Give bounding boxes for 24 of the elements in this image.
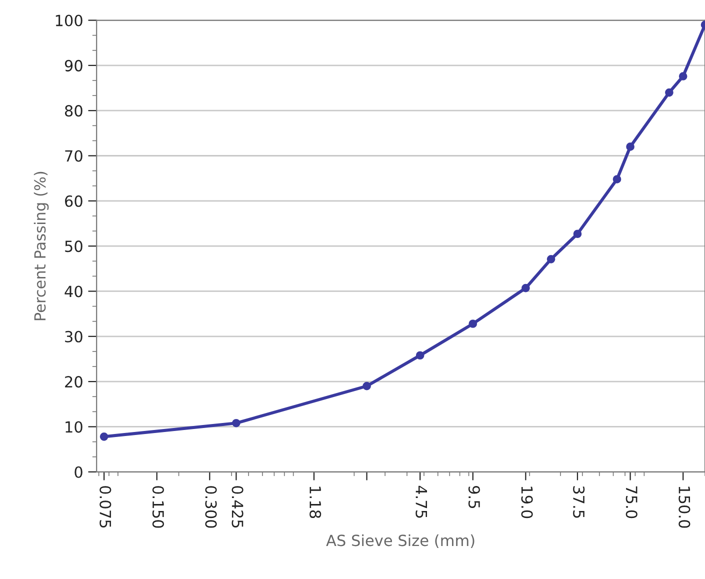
y-tick-label: 40 (64, 286, 82, 298)
x-tick-label: 0.425 (232, 486, 244, 528)
x-tick-label: 0.300 (205, 486, 217, 528)
y-tick-label: 60 (65, 195, 82, 207)
y-tick-label: 100 (56, 14, 82, 26)
x-axis-title: AS Sieve Size (mm) (326, 534, 474, 548)
x-tick-label: 75.0 (626, 486, 638, 518)
x-tick-label: 4.75 (416, 486, 427, 518)
y-tick-label: 80 (64, 105, 82, 117)
x-tick-label: 0.075 (100, 486, 112, 528)
x-tick-label: 37.5 (573, 486, 585, 518)
y-tick-label: 50 (65, 240, 82, 252)
x-tick-label: 19.0 (521, 486, 533, 518)
x-tick-label: 150.0 (678, 486, 690, 528)
y-axis-title: Percent Passing (%) (34, 172, 49, 320)
y-tick-label: 90 (64, 60, 82, 72)
y-tick-label: 30 (65, 330, 82, 342)
x-tick-label: 9.5 (468, 486, 480, 508)
y-tick-label: 20 (65, 376, 82, 388)
x-tick-label: 1.18 (310, 486, 322, 518)
x-tick-label: 0.150 (152, 486, 164, 528)
y-tick-label: 70 (65, 150, 82, 162)
y-tick-label: 10 (66, 421, 82, 433)
y-tick-label: 0 (74, 466, 82, 478)
